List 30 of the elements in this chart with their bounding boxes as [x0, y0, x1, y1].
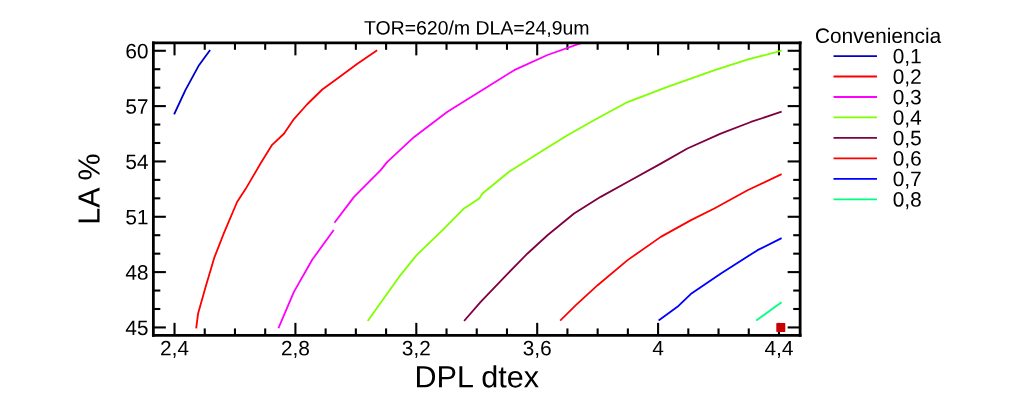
legend-label: 0,3 [893, 89, 921, 107]
y-tick-label: 60 [126, 43, 148, 59]
line-series [658, 237, 782, 321]
x-axis-title: DPL dtex [416, 365, 539, 388]
legend-label: 0,7 [893, 171, 921, 189]
x-tick-label: 2,8 [281, 340, 309, 358]
legend-label: 0,2 [893, 69, 921, 87]
legend-label: 0,4 [893, 110, 922, 128]
chart-title: TOR=620/m DLA=24,9um [364, 20, 589, 37]
line-series [559, 173, 782, 321]
x-tick-label: 4,4 [764, 340, 793, 358]
line-series [463, 111, 782, 322]
x-tick-label: 3,6 [523, 340, 551, 358]
y-tick-label: 54 [126, 154, 148, 170]
legend-title: Conveniencia [816, 27, 942, 44]
line-series [173, 49, 211, 115]
x-tick-label: 4 [652, 340, 664, 356]
x-tick-label: 2,4 [161, 340, 189, 358]
y-tick-label: 48 [125, 265, 148, 280]
y-tick-label: 45 [125, 320, 148, 336]
legend-label: 0,6 [893, 151, 921, 169]
y-axis-title: LA % [78, 154, 100, 223]
line-series [195, 49, 378, 329]
y-tick-label: 51 [126, 209, 148, 225]
legend-label: 0,8 [893, 192, 921, 210]
line-series [367, 50, 782, 322]
y-tick-label: 57 [126, 99, 148, 114]
legend-label: 0,1 [893, 48, 921, 67]
x-tick-label: 3,2 [402, 340, 430, 358]
legend-label: 0,5 [893, 130, 921, 148]
